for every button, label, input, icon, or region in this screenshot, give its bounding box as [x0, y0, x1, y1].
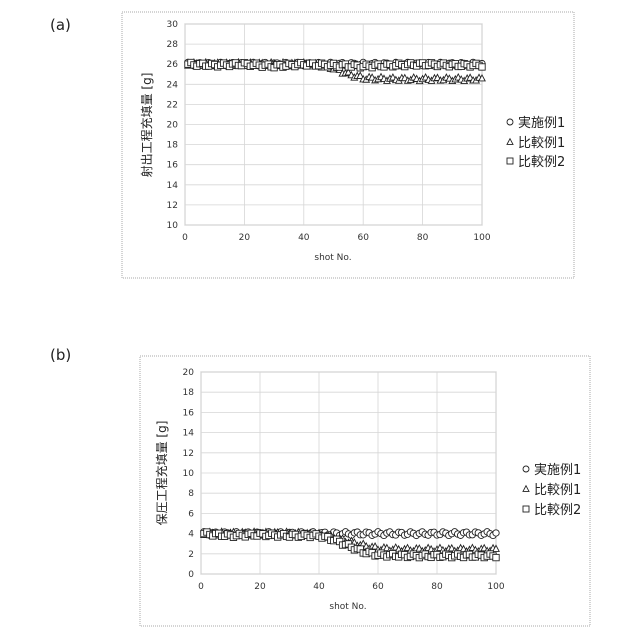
x-tick-label: 20	[254, 582, 266, 592]
x-tick-label: 80	[431, 582, 443, 592]
x-axis-title: shot No.	[314, 253, 351, 263]
x-tick-label: 100	[487, 582, 504, 592]
x-tick-label: 0	[198, 582, 204, 592]
data-point-square	[493, 554, 499, 560]
y-tick-label: 18	[167, 141, 179, 151]
x-tick-label: 40	[313, 582, 325, 592]
y-tick-label: 10	[167, 221, 179, 231]
legend-label: 比較例2	[534, 503, 581, 518]
legend-marker-square	[507, 158, 513, 164]
x-tick-labels: 0 20 40 60 80 100	[182, 233, 491, 243]
data-series	[185, 59, 485, 84]
y-tick-labels: 0 2 4 6 8 10 12 14 16 18 20	[183, 368, 195, 580]
y-tick-label: 4	[188, 530, 194, 540]
y-axis-title: 保圧工程充填量 [g]	[154, 421, 169, 526]
y-tick-label: 14	[167, 181, 179, 191]
y-tick-label: 30	[167, 20, 179, 30]
series-square	[185, 59, 485, 71]
chart-panel-a: (a) 1012141618202224262830 020406080100 …	[50, 12, 574, 278]
chart-panel-b: (b) 0 2 4 6 8 10 12 14 16 18 20 0 20 40 60 80 100 shot …	[50, 346, 590, 626]
x-axis-title: shot No.	[329, 602, 366, 612]
y-tick-label: 16	[183, 408, 195, 418]
panel-label: (a)	[50, 16, 71, 34]
y-tick-label: 20	[167, 121, 179, 131]
legend-label: 比較例1	[518, 136, 565, 151]
y-tick-label: 6	[188, 509, 194, 519]
y-tick-label: 16	[167, 161, 179, 171]
x-tick-label: 20	[239, 233, 251, 243]
y-tick-label: 26	[167, 60, 179, 70]
x-tick-label: 100	[473, 233, 490, 243]
y-tick-label: 2	[188, 550, 194, 560]
y-tick-labels: 10 12 14 16 18 20 22 24 26 28 30	[167, 20, 179, 231]
legend-label: 比較例1	[534, 483, 581, 498]
chart-frame	[140, 356, 590, 626]
data-series	[201, 528, 499, 561]
data-point-circle	[493, 530, 499, 536]
legend-label: 比較例2	[518, 155, 565, 170]
x-tick-labels: 0 20 40 60 80 100	[198, 582, 505, 592]
x-tick-label: 0	[182, 233, 188, 243]
legend-marker-square	[523, 506, 529, 512]
panel-label: (b)	[50, 346, 71, 364]
y-tick-label: 28	[167, 40, 179, 50]
y-tick-label: 12	[167, 201, 178, 211]
legend-marker-triangle	[507, 139, 513, 145]
legend-marker-circle	[507, 119, 513, 125]
y-tick-label: 12	[183, 449, 194, 459]
y-tick-label: 24	[167, 80, 179, 90]
y-tick-label: 14	[183, 429, 195, 439]
y-tick-label: 10	[183, 469, 195, 479]
legend: 実施例1 比較例1 比較例2	[507, 115, 565, 170]
x-tick-label: 80	[417, 233, 429, 243]
legend-marker-circle	[523, 466, 529, 472]
y-tick-label: 0	[188, 570, 194, 580]
x-tick-label: 60	[357, 233, 369, 243]
x-tick-label: 40	[298, 233, 310, 243]
y-tick-label: 8	[188, 489, 194, 499]
y-axis-title: 射出工程充填量 [g]	[139, 73, 154, 178]
legend-label: 実施例1	[518, 115, 565, 131]
legend-label: 実施例1	[534, 462, 581, 478]
gridlines	[185, 24, 482, 225]
legend-marker-triangle	[523, 486, 529, 492]
y-tick-label: 22	[167, 100, 178, 110]
data-point-square	[479, 64, 485, 70]
y-tick-label: 20	[183, 368, 195, 378]
y-tick-label: 18	[183, 388, 195, 398]
x-tick-label: 60	[372, 582, 384, 592]
legend: 実施例1 比較例1 比較例2	[523, 462, 581, 518]
